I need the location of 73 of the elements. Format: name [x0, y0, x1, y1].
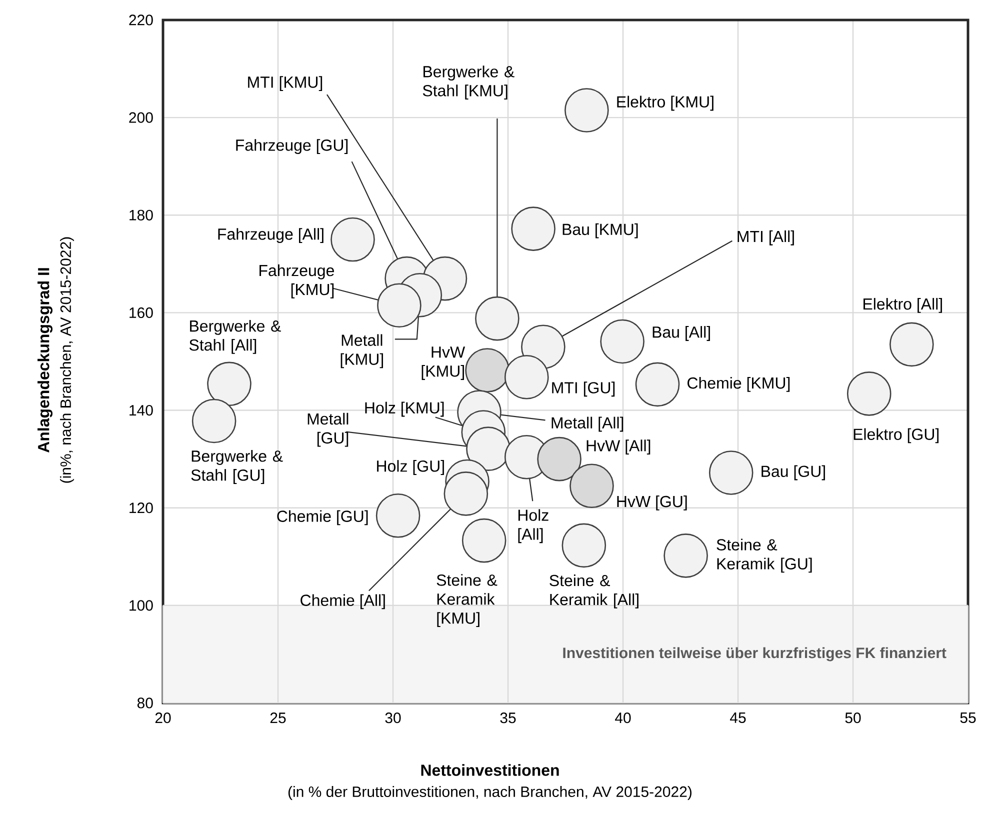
point	[890, 322, 934, 367]
point	[564, 88, 609, 132]
x-tick-label: 50	[845, 712, 861, 724]
text: (in%, nach Branchen, AV 2015-2022)	[60, 237, 74, 483]
text: (in % der Bruttoinvestitionen, nach Branchen, AV 2015-2022)	[288, 786, 692, 800]
point	[465, 348, 510, 392]
y-tick-label: 180	[130, 210, 153, 220]
annotation: Steine & Keramik [KMU]	[436, 574, 498, 628]
annotation: HvW [All]	[586, 440, 650, 455]
point	[192, 398, 236, 444]
y-tick-label: 80	[137, 698, 153, 708]
x-tick-label: 30	[385, 712, 401, 724]
point	[708, 450, 754, 495]
annotation: Elektro [All]	[864, 298, 942, 313]
annotation: Metall [All]	[552, 416, 624, 432]
x-tick-label: 25	[270, 712, 286, 724]
y-tick-label: 100	[130, 600, 153, 611]
annotation: Bau [All]	[652, 326, 710, 341]
point	[377, 283, 422, 328]
x-tick-label: 45	[730, 712, 746, 723]
y-tick-label: 120	[130, 502, 153, 514]
point	[207, 362, 252, 406]
y-tick-label: 160	[130, 307, 153, 318]
x-axis-title: Nettoinvestitionen	[421, 764, 559, 776]
annotation: Holz [GU]	[377, 460, 444, 475]
band-label: Investitionen teilweise über kurzfristiges FK finanziert	[563, 647, 946, 662]
annotation: Fahrzeuge [GU]	[236, 139, 348, 154]
point	[635, 362, 680, 407]
annotation: Bergwerke & Stahl [GU]	[191, 450, 283, 484]
point	[846, 372, 892, 416]
point	[504, 354, 549, 400]
point	[376, 494, 420, 538]
point	[462, 518, 506, 563]
annotation: Chemie [GU]	[277, 510, 368, 526]
x-tick-label: 55	[960, 712, 976, 723]
annotation: Steine & Keramik [All]	[550, 574, 638, 608]
point	[562, 523, 606, 568]
point	[330, 217, 375, 262]
x-tick-label: 20	[155, 712, 171, 724]
y-axis-title: Anlagendeckungsgrad II	[38, 268, 52, 453]
annotation: Bergwerke & Stahl [KMU]	[422, 66, 514, 100]
annotation: MTI [KMU]	[248, 76, 322, 92]
annotation: Bau [GU]	[762, 465, 825, 480]
annotation: Bau [KMU]	[562, 223, 638, 238]
y-tick-label: 140	[130, 404, 153, 416]
annotation: MTI [All]	[738, 230, 794, 246]
point	[600, 319, 644, 364]
annotation: Holz [KMU]	[365, 402, 444, 417]
point	[466, 426, 510, 471]
annotation: Bergwerke & Stahl [All]	[189, 320, 281, 354]
annotation: Holz [All]	[518, 509, 548, 544]
point	[475, 296, 520, 341]
annotation: Metall [GU]	[308, 412, 348, 447]
point	[664, 534, 708, 578]
annotation: HvW [KMU]	[422, 346, 466, 380]
point	[537, 436, 582, 482]
annotation: Fahrzeuge [KMU]	[260, 264, 334, 298]
y-tick-label: 220	[129, 14, 153, 26]
annotation: Fahrzeuge [All]	[218, 228, 324, 243]
annotation: Metall [KMU]	[340, 334, 383, 368]
annotation: Elektro [KMU]	[617, 96, 714, 111]
annotation: Steine & Keramik [GU]	[716, 538, 812, 573]
point	[570, 464, 614, 508]
annotation: MTI [GU]	[552, 382, 615, 397]
point	[511, 206, 556, 251]
point	[444, 472, 488, 516]
annotation: HvW [GU]	[617, 495, 687, 510]
x-tick-label: 35	[500, 712, 516, 724]
annotation: Chemie [KMU]	[688, 376, 790, 392]
x-tick-label: 40	[615, 712, 631, 724]
annotation: Elektro [GU]	[854, 428, 939, 444]
y-tick-label: 200	[129, 112, 153, 123]
annotation: Chemie [All]	[300, 594, 385, 610]
